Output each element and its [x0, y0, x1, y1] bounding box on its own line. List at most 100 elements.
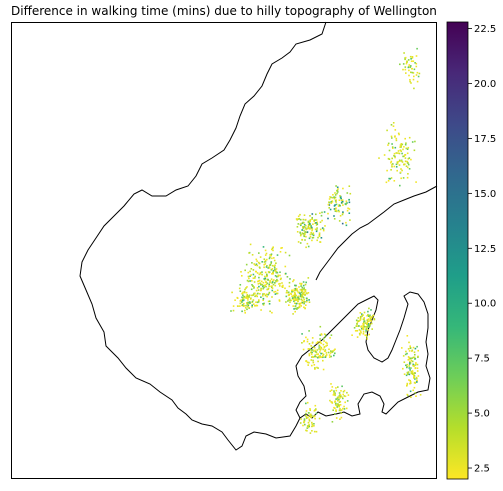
data-point — [262, 285, 264, 288]
data-point — [324, 356, 326, 358]
data-point — [292, 294, 295, 297]
data-point — [414, 392, 417, 394]
data-point — [253, 303, 255, 305]
data-point — [306, 338, 309, 341]
data-point — [365, 329, 367, 331]
data-point — [406, 61, 408, 63]
data-point — [299, 218, 302, 221]
data-point — [246, 279, 249, 282]
data-point — [348, 201, 351, 204]
data-point — [342, 212, 344, 214]
data-point — [262, 281, 265, 284]
data-point — [316, 349, 319, 351]
data-point — [407, 373, 409, 375]
data-point — [416, 380, 418, 382]
data-point — [295, 299, 298, 301]
data-point — [254, 295, 256, 298]
data-point — [254, 277, 256, 279]
data-point — [401, 152, 403, 155]
data-point — [259, 293, 261, 295]
data-point — [407, 163, 410, 166]
data-point — [310, 231, 312, 234]
data-point — [416, 71, 419, 74]
data-point — [290, 292, 292, 295]
data-point — [392, 163, 394, 165]
data-point — [342, 393, 344, 396]
data-point — [302, 302, 305, 304]
data-point — [269, 264, 272, 266]
data-point — [272, 271, 274, 273]
colorbar-tick-label: 22.5 — [474, 24, 496, 35]
data-point — [339, 215, 342, 217]
data-point — [271, 281, 274, 283]
data-point — [385, 181, 388, 184]
data-point — [370, 322, 373, 325]
data-point — [271, 287, 274, 289]
data-point — [304, 283, 307, 286]
data-point — [410, 370, 412, 373]
data-point — [273, 259, 276, 262]
data-point — [305, 412, 307, 415]
data-point — [301, 232, 304, 234]
data-point — [408, 341, 410, 344]
data-point — [349, 219, 351, 221]
data-point — [315, 219, 318, 221]
data-point — [408, 157, 411, 159]
data-point — [331, 401, 333, 403]
data-point — [395, 163, 398, 166]
data-point — [263, 263, 265, 266]
data-point — [301, 333, 303, 335]
data-point — [331, 421, 334, 423]
data-point — [412, 363, 414, 366]
data-point — [277, 275, 279, 278]
data-point — [298, 298, 300, 301]
data-point — [309, 219, 312, 221]
data-point — [241, 301, 243, 304]
data-point — [316, 353, 318, 356]
data-point — [293, 289, 296, 292]
data-point — [341, 200, 344, 202]
plot-frame — [11, 22, 437, 479]
data-point — [322, 353, 325, 356]
data-point — [335, 410, 337, 412]
data-point — [276, 292, 279, 295]
data-point — [391, 165, 393, 168]
data-point — [297, 223, 300, 225]
data-point — [338, 409, 341, 412]
data-point — [312, 233, 315, 236]
data-point — [237, 305, 239, 307]
data-point — [257, 301, 260, 303]
data-point — [397, 132, 400, 135]
data-point — [319, 340, 321, 343]
data-point — [267, 288, 269, 291]
data-point — [305, 360, 307, 362]
data-point — [332, 350, 334, 353]
data-point — [339, 397, 341, 399]
data-point — [366, 338, 368, 340]
data-point — [313, 364, 316, 366]
data-point — [268, 291, 271, 294]
data-point — [313, 423, 315, 425]
data-point — [413, 375, 415, 378]
data-point — [294, 284, 296, 287]
data-point — [330, 334, 333, 336]
data-point — [390, 124, 393, 126]
data-point — [362, 322, 365, 325]
data-point — [363, 320, 365, 322]
data-point — [297, 300, 299, 302]
data-point — [275, 268, 278, 270]
data-point — [312, 346, 315, 348]
data-point — [402, 63, 405, 65]
data-point — [271, 257, 273, 260]
data-point — [395, 166, 398, 168]
data-point — [392, 122, 395, 124]
data-point — [346, 391, 348, 394]
data-point — [411, 349, 414, 352]
data-point — [362, 314, 364, 316]
data-point — [412, 373, 415, 375]
data-point — [336, 186, 339, 189]
data-point — [332, 394, 335, 396]
data-point — [404, 66, 407, 68]
data-point — [312, 425, 314, 427]
data-point — [413, 356, 416, 359]
